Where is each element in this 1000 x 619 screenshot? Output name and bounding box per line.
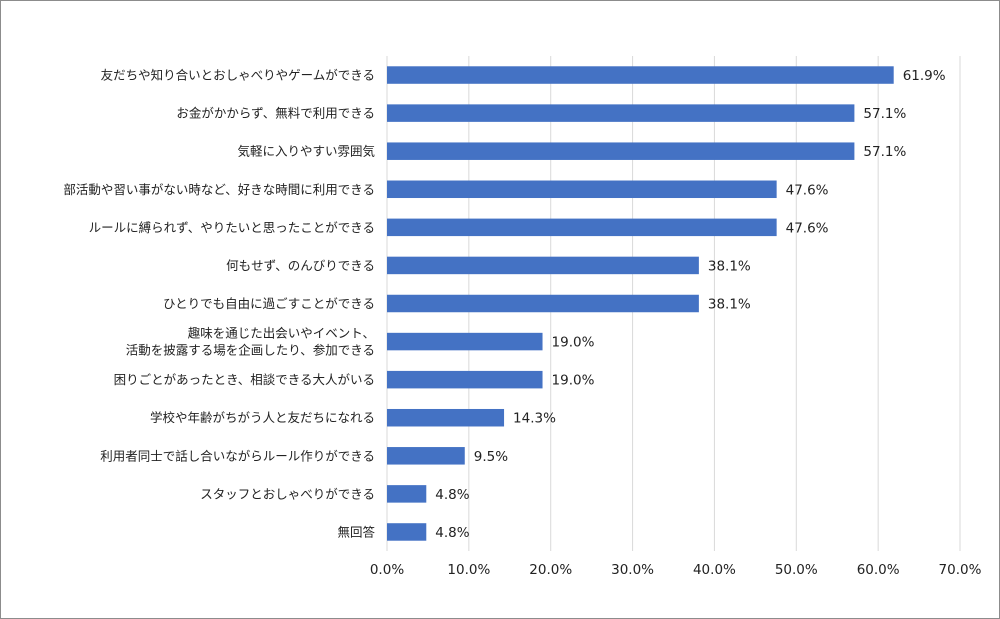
value-label: 47.6% xyxy=(786,182,829,198)
category-labels: 友だちや知り合いとおしゃべりやゲームができるお金がかからず、無料で利用できる気軽… xyxy=(63,68,375,540)
bar xyxy=(387,523,427,541)
value-label: 9.5% xyxy=(474,449,508,465)
value-label: 61.9% xyxy=(903,68,946,84)
category-label: 困りごとがあったとき、相談できる大人がいる xyxy=(114,372,375,387)
bar xyxy=(387,218,777,237)
x-tick-label: 0.0% xyxy=(370,562,404,578)
value-label: 38.1% xyxy=(708,258,751,274)
x-axis-tick-labels: 0.0% 10.0% 20.0% 30.0% 40.0% 50.0% 60.0% 70.0% xyxy=(370,562,982,578)
value-label: 57.1% xyxy=(863,144,906,160)
bar xyxy=(387,447,465,465)
category-label: 友だちや知り合いとおしゃべりやゲームができる xyxy=(101,68,375,83)
category-label: 活動を披露する場を企画したり、参加できる xyxy=(126,343,375,358)
bar xyxy=(387,256,699,275)
bar xyxy=(387,180,777,199)
category-label: 無回答 xyxy=(337,524,375,539)
bar xyxy=(387,332,543,351)
bar xyxy=(387,142,855,160)
category-label: ルールに縛られず、やりたいと思ったことができる xyxy=(89,220,375,235)
x-tick-label: 70.0% xyxy=(939,562,982,578)
value-label: 14.3% xyxy=(513,411,556,427)
category-label: お金がかからず、無料で利用できる xyxy=(176,106,375,121)
x-tick-label: 40.0% xyxy=(693,562,736,578)
bar xyxy=(387,408,505,427)
category-label: スタッフとおしゃべりができる xyxy=(200,486,375,501)
x-tick-label: 50.0% xyxy=(775,562,818,578)
category-label: 何もせず、のんびりできる xyxy=(226,258,375,273)
x-tick-label: 10.0% xyxy=(447,562,490,578)
value-label: 19.0% xyxy=(552,335,595,351)
gridlines xyxy=(386,56,961,551)
bar xyxy=(387,370,543,389)
category-label: 趣味を通じた出会いやイベント、 xyxy=(188,326,375,341)
value-label: 4.8% xyxy=(435,525,469,541)
category-label: 学校や年齢がちがう人と友だちになれる xyxy=(150,410,375,425)
value-label: 4.8% xyxy=(435,487,469,503)
bar xyxy=(387,294,699,313)
category-label: 利用者同士で話し合いながらルール作りができる xyxy=(100,448,375,463)
category-label: 部活動や習い事がない時など、好きな時間に利用できる xyxy=(63,182,375,197)
bars xyxy=(387,66,894,541)
value-label: 38.1% xyxy=(708,297,751,313)
bar xyxy=(387,66,894,84)
x-tick-label: 20.0% xyxy=(529,562,572,578)
value-label: 19.0% xyxy=(552,373,595,389)
value-label: 57.1% xyxy=(863,106,906,122)
value-label: 47.6% xyxy=(786,220,829,236)
bar xyxy=(387,485,427,503)
x-tick-label: 30.0% xyxy=(611,562,654,578)
category-label: ひとりでも自由に過ごすことができる xyxy=(163,296,375,311)
x-tick-label: 60.0% xyxy=(857,562,900,578)
bar xyxy=(387,104,855,122)
category-label: 気軽に入りやすい雰囲気 xyxy=(237,144,375,159)
value-labels: 61.9% 57.1% 57.1% 47.6% 47.6% 38.1% 38.1% 19.0%… xyxy=(435,68,945,541)
